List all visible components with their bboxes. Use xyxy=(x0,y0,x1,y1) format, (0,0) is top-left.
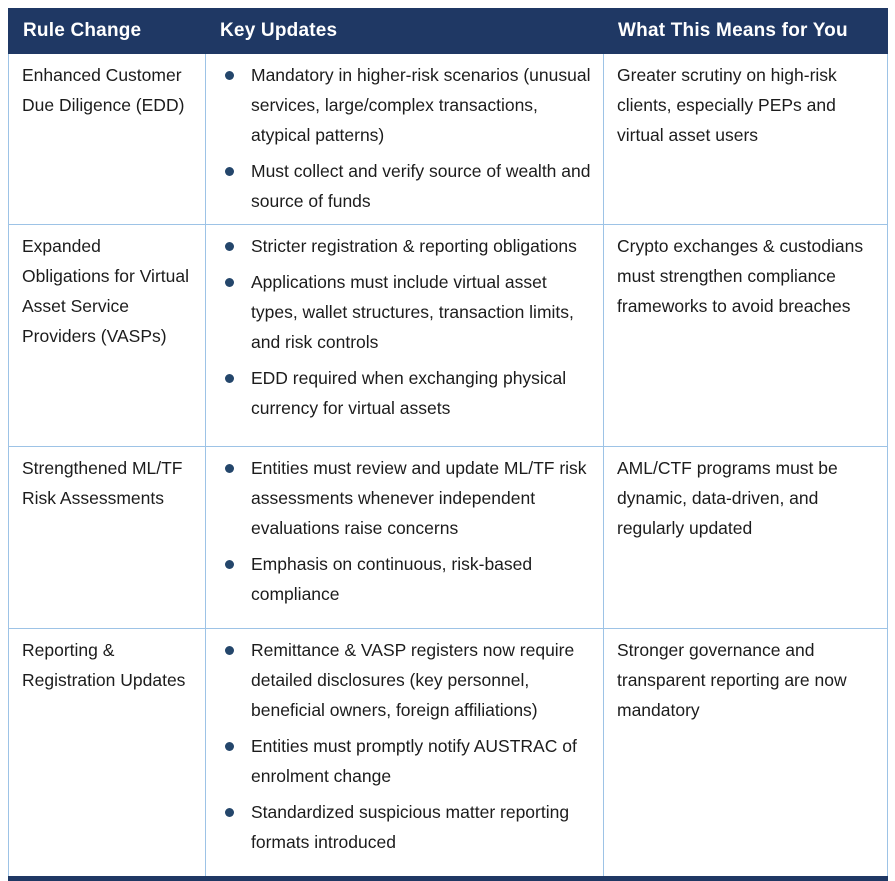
aml-rule-changes-table: Rule Change Key Updates What This Means … xyxy=(8,8,888,881)
table-row: Enhanced Customer Due Diligence (EDD) Ma… xyxy=(8,53,888,225)
list-item-text: Entities must review and update ML/TF ri… xyxy=(251,458,587,538)
bullet-icon xyxy=(225,464,234,473)
cell-what-this-means: Crypto exchanges & custodians must stren… xyxy=(603,224,888,447)
list-item: Emphasis on continuous, risk-based compl… xyxy=(219,549,591,609)
cell-rule-change: Enhanced Customer Due Diligence (EDD) xyxy=(8,53,206,225)
key-updates-list: Entities must review and update ML/TF ri… xyxy=(219,453,591,609)
table-row: Strengthened ML/TF Risk Assessments Enti… xyxy=(8,446,888,629)
table-row: Expanded Obligations for Virtual Asset S… xyxy=(8,224,888,447)
list-item: EDD required when exchanging physical cu… xyxy=(219,363,591,423)
cell-rule-change: Strengthened ML/TF Risk Assessments xyxy=(8,446,206,629)
bullet-icon xyxy=(225,278,234,287)
list-item: Applications must include virtual asset … xyxy=(219,267,591,357)
list-item: Must collect and verify source of wealth… xyxy=(219,156,591,216)
cell-rule-change: Reporting & Registration Updates xyxy=(8,628,206,879)
cell-what-this-means: Greater scrutiny on high-risk clients, e… xyxy=(603,53,888,225)
list-item-text: Remittance & VASP registers now require … xyxy=(251,640,575,720)
list-item: Stricter registration & reporting obliga… xyxy=(219,231,591,261)
table-row: Reporting & Registration Updates Remitta… xyxy=(8,628,888,879)
cell-key-updates: Mandatory in higher-risk scenarios (unus… xyxy=(205,53,604,225)
list-item: Mandatory in higher-risk scenarios (unus… xyxy=(219,60,591,150)
list-item-text: Emphasis on continuous, risk-based compl… xyxy=(251,554,533,604)
cell-what-this-means: Stronger governance and transparent repo… xyxy=(603,628,888,879)
list-item-text: EDD required when exchanging physical cu… xyxy=(251,368,567,418)
list-item: Standardized suspicious matter reporting… xyxy=(219,797,591,857)
col-header-key-updates: Key Updates xyxy=(205,8,604,54)
col-header-rule-change: Rule Change xyxy=(8,8,206,54)
header-row: Rule Change Key Updates What This Means … xyxy=(8,8,888,54)
list-item: Remittance & VASP registers now require … xyxy=(219,635,591,725)
cell-key-updates: Remittance & VASP registers now require … xyxy=(205,628,604,879)
key-updates-list: Remittance & VASP registers now require … xyxy=(219,635,591,857)
cell-key-updates: Stricter registration & reporting obliga… xyxy=(205,224,604,447)
list-item-text: Mandatory in higher-risk scenarios (unus… xyxy=(251,65,591,145)
cell-key-updates: Entities must review and update ML/TF ri… xyxy=(205,446,604,629)
bullet-icon xyxy=(225,560,234,569)
list-item-text: Applications must include virtual asset … xyxy=(251,272,574,352)
bullet-icon xyxy=(225,71,234,80)
list-item-text: Stricter registration & reporting obliga… xyxy=(251,236,577,256)
bullet-icon xyxy=(225,242,234,251)
list-item-text: Must collect and verify source of wealth… xyxy=(251,161,591,211)
cell-what-this-means: AML/CTF programs must be dynamic, data-d… xyxy=(603,446,888,629)
col-header-what-this-means: What This Means for You xyxy=(603,8,888,54)
list-item: Entities must review and update ML/TF ri… xyxy=(219,453,591,543)
list-item-text: Entities must promptly notify AUSTRAC of… xyxy=(251,736,577,786)
bullet-icon xyxy=(225,808,234,817)
cell-rule-change: Expanded Obligations for Virtual Asset S… xyxy=(8,224,206,447)
list-item-text: Standardized suspicious matter reporting… xyxy=(251,802,570,852)
bullet-icon xyxy=(225,167,234,176)
bullet-icon xyxy=(225,374,234,383)
key-updates-list: Mandatory in higher-risk scenarios (unus… xyxy=(219,60,591,216)
bullet-icon xyxy=(225,646,234,655)
list-item: Entities must promptly notify AUSTRAC of… xyxy=(219,731,591,791)
bullet-icon xyxy=(225,742,234,751)
key-updates-list: Stricter registration & reporting obliga… xyxy=(219,231,591,423)
